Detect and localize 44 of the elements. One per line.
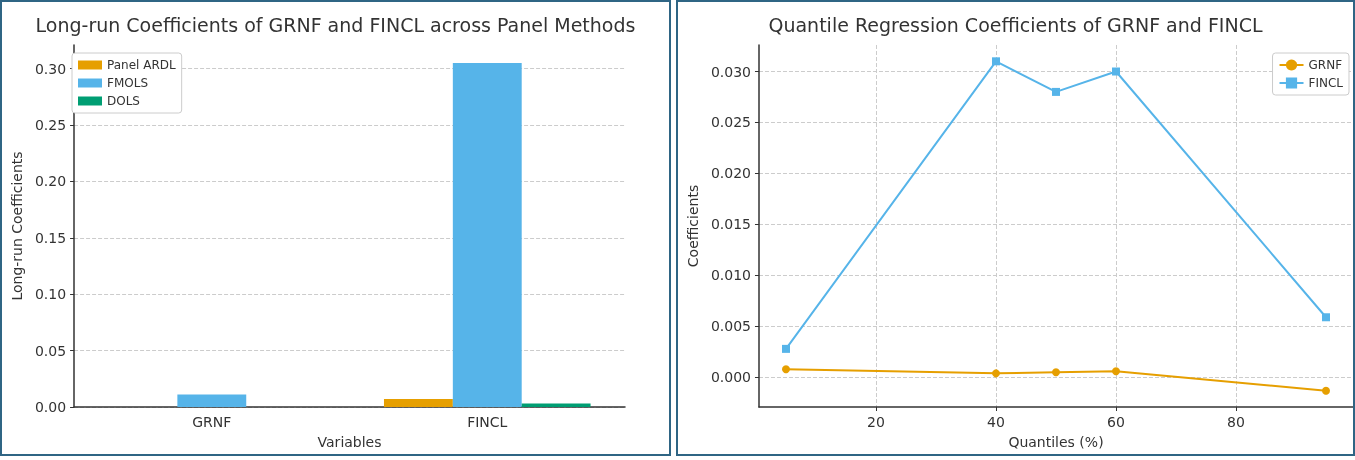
x-tick-label: 20 bbox=[867, 414, 885, 430]
y-tick-label: 0.005 bbox=[710, 318, 751, 335]
legend-label: FMOLS bbox=[107, 76, 149, 90]
point bbox=[781, 365, 790, 374]
y-tick-label: 0.010 bbox=[710, 267, 751, 284]
chart-title: Quantile Regression Coefficients of GRNF and FINCL bbox=[768, 13, 1263, 36]
x-axis-title: Quantiles (%) bbox=[1008, 434, 1104, 450]
y-tick-label: 0.10 bbox=[34, 286, 67, 303]
y-tick-label: 0.05 bbox=[34, 342, 67, 359]
bar bbox=[452, 63, 522, 407]
bar bbox=[177, 394, 247, 407]
chart-title: Long-run Coefficients of GRNF and FINCL across Panel Methods bbox=[35, 13, 636, 36]
x-tick-label: FINCL bbox=[467, 414, 508, 430]
y-tick-label: 0.020 bbox=[710, 165, 751, 182]
point bbox=[991, 57, 1000, 66]
point bbox=[1052, 368, 1060, 377]
bar bbox=[383, 399, 453, 407]
y-tick-label: 0.00 bbox=[34, 399, 67, 415]
x-tick-label: 60 bbox=[1107, 414, 1125, 430]
x-tick-label: 80 bbox=[1227, 414, 1245, 430]
legend-label: GRNF bbox=[1308, 58, 1343, 72]
point bbox=[1322, 313, 1330, 322]
legend-label: FINCL bbox=[1308, 76, 1344, 90]
point bbox=[781, 344, 790, 353]
y-axis-title: Long-run Coefficients bbox=[9, 151, 25, 301]
y-tick-label: 0.030 bbox=[710, 63, 751, 80]
y-tick-label: 0.000 bbox=[710, 369, 751, 386]
point bbox=[992, 369, 1000, 378]
y-tick-label: 0.30 bbox=[34, 60, 67, 77]
y-tick-label: 0.15 bbox=[34, 229, 67, 246]
y-tick-label: 0.025 bbox=[710, 114, 751, 131]
point bbox=[1111, 67, 1120, 76]
legend-label: DOLS bbox=[107, 94, 140, 108]
x-tick-label: GRNF bbox=[192, 414, 232, 430]
x-tick-label: 40 bbox=[987, 414, 1005, 430]
y-tick-label: 0.20 bbox=[34, 173, 67, 190]
point bbox=[1322, 386, 1330, 395]
legend-label: Panel ARDL bbox=[107, 58, 176, 72]
y-tick-label: 0.25 bbox=[34, 117, 67, 134]
y-tick-label: 0.015 bbox=[710, 216, 751, 233]
y-axis-title: Coefficients bbox=[685, 184, 701, 268]
x-axis-title: Variables bbox=[317, 434, 382, 450]
point bbox=[1051, 87, 1060, 96]
point bbox=[1112, 367, 1120, 376]
